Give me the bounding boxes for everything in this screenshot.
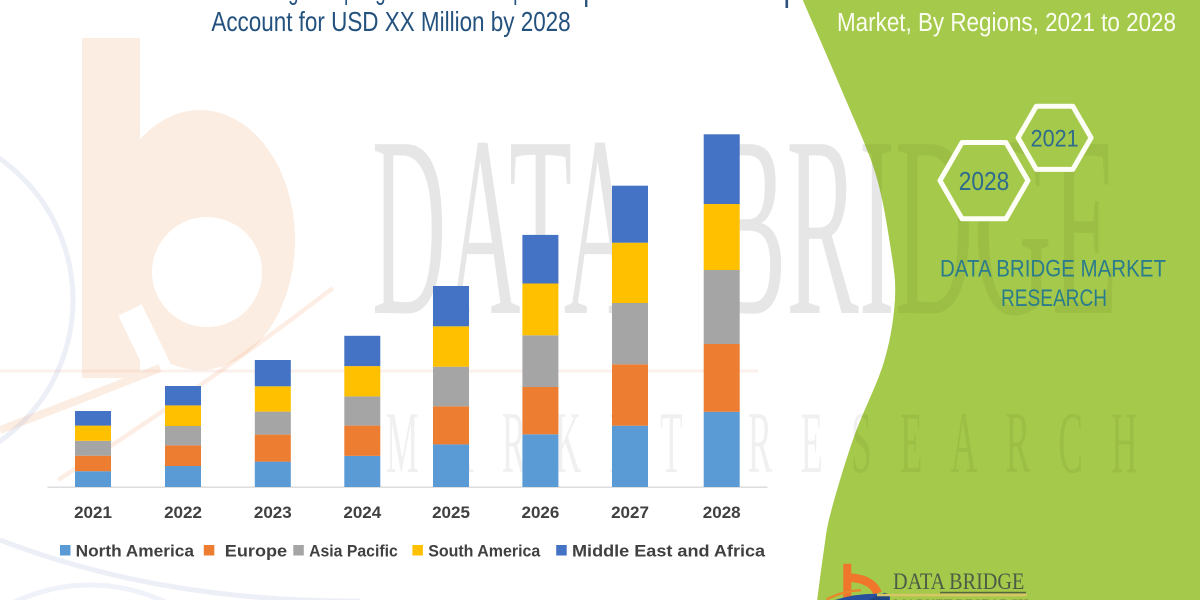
svg-text:Global Surgical Sponges Market: Global Surgical Sponges Market is Expect…	[200, 0, 590, 5]
svg-text:DATA BRIDGE: DATA BRIDGE	[893, 569, 1024, 595]
svg-text:DATA BRIDGE MARKET: DATA BRIDGE MARKET	[940, 255, 1166, 282]
svg-text:2028: 2028	[703, 503, 741, 522]
svg-text:2027: 2027	[611, 503, 649, 522]
svg-text:2024: 2024	[343, 503, 381, 522]
svg-text:2021: 2021	[1031, 126, 1079, 153]
svg-text:2028: 2028	[959, 166, 1010, 196]
svg-text:2023: 2023	[254, 503, 292, 522]
svg-text:Market, By Regions, 2021 to 20: Market, By Regions, 2021 to 2028	[837, 9, 1176, 37]
svg-text:South America: South America	[428, 542, 541, 561]
svg-text:Account for USD XX Million by: Account for USD XX Million by 2028	[211, 6, 570, 37]
svg-text:2022: 2022	[164, 503, 202, 522]
svg-text:DATA: DATA	[372, 83, 638, 369]
svg-text:2021: 2021	[74, 503, 112, 522]
svg-text:Europe: Europe	[225, 542, 287, 561]
svg-text:Asia Pacific: Asia Pacific	[309, 542, 398, 561]
svg-text:Middle East and Africa: Middle East and Africa	[572, 542, 766, 561]
svg-text:2026: 2026	[521, 503, 559, 522]
svg-text:RESEARCH: RESEARCH	[1001, 285, 1107, 312]
svg-text:North America: North America	[76, 542, 195, 561]
svg-text:2025: 2025	[432, 503, 470, 522]
